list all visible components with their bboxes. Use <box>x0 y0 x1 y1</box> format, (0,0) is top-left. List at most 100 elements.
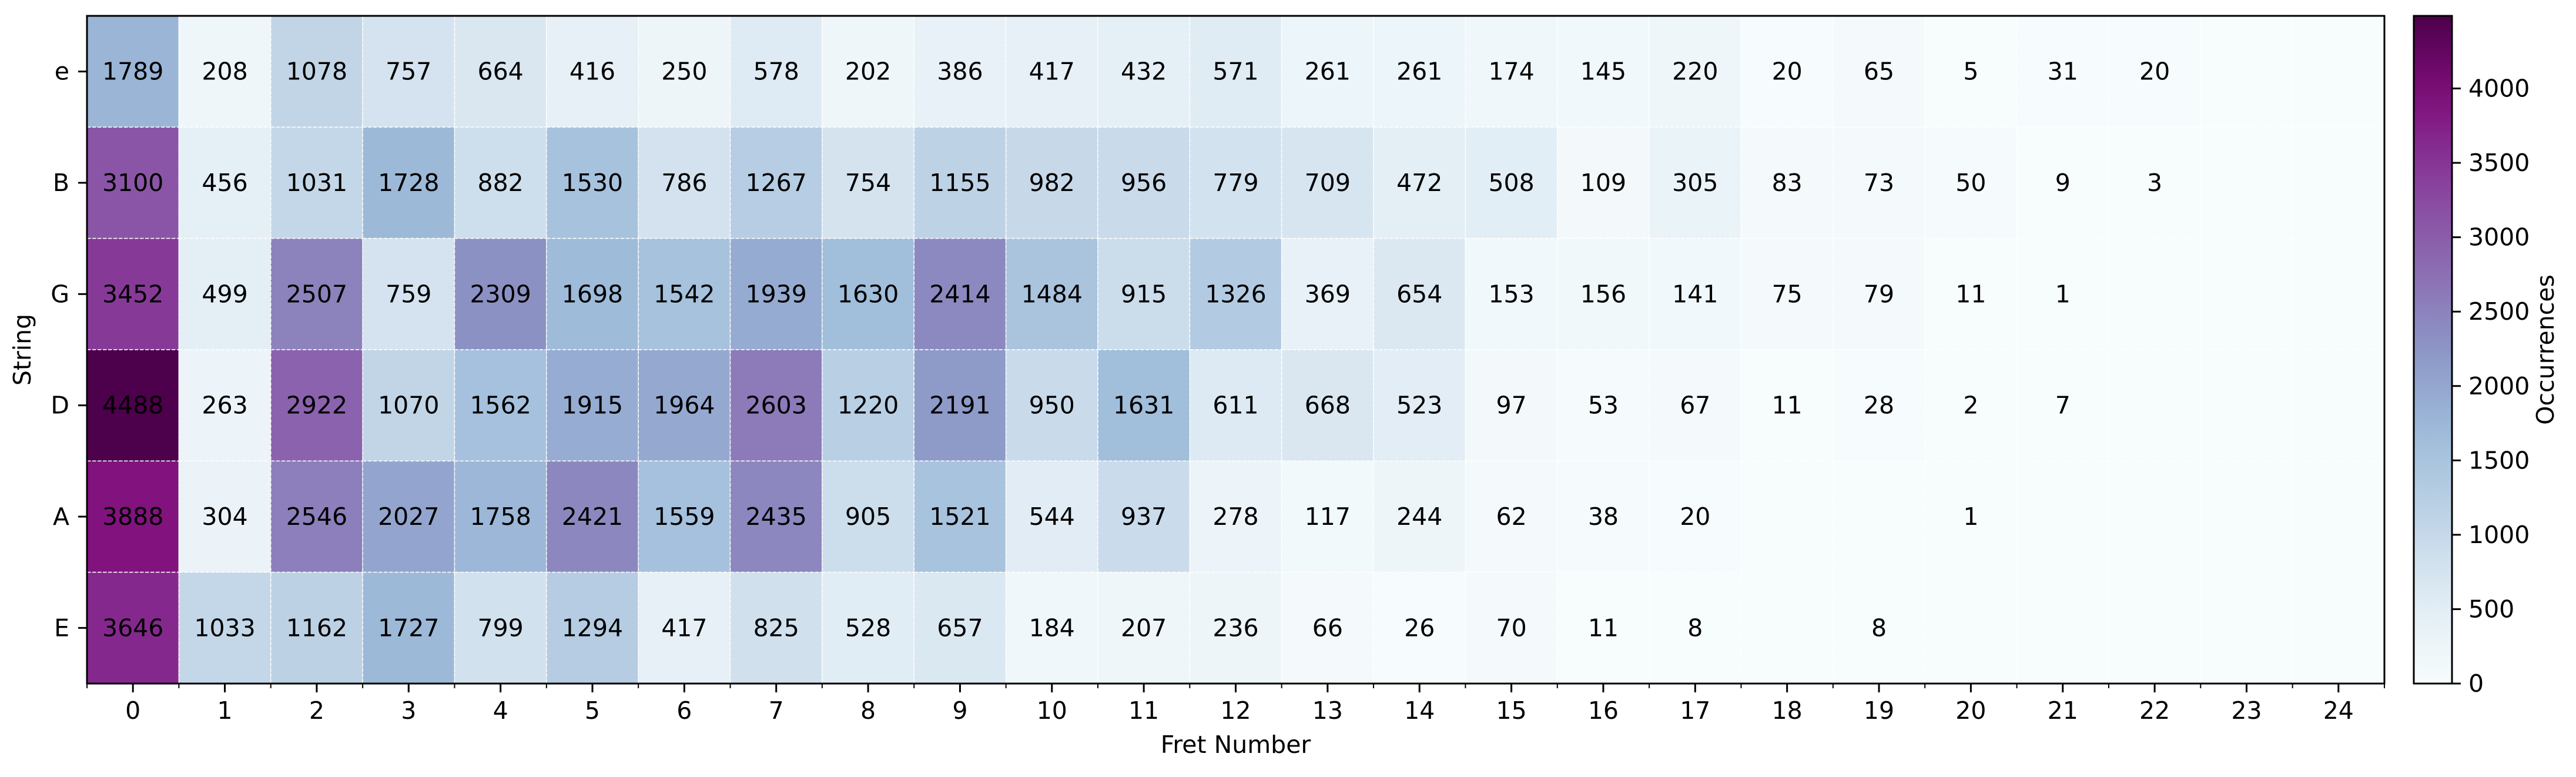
heatmap-cell <box>546 571 639 684</box>
heatmap-cell <box>270 460 363 573</box>
cell-value-label: 184 <box>1029 614 1075 642</box>
heatmap-cell <box>178 126 272 239</box>
x-tick-label: 23 <box>2231 696 2262 725</box>
heatmap-cell <box>1465 571 1558 684</box>
cell-value-label: 1698 <box>562 280 623 308</box>
cell-value-label: 117 <box>1305 503 1351 531</box>
colorbar-tick-label: 2500 <box>2468 297 2530 326</box>
heatmap-cell <box>1005 349 1098 462</box>
heatmap-cell <box>270 126 363 239</box>
heatmap-cell <box>1833 237 1925 350</box>
cell-value-label: 83 <box>1772 169 1803 197</box>
cell-value-label: 1727 <box>378 614 439 642</box>
cell-value-label: 523 <box>1396 391 1442 420</box>
heatmap-cell <box>1189 237 1282 350</box>
heatmap-cell <box>638 126 731 239</box>
cell-value-label: 3888 <box>102 503 163 531</box>
heatmap-cell <box>1097 571 1191 684</box>
heatmap-cell <box>2200 460 2293 573</box>
y-tick-label: A <box>53 503 69 531</box>
heatmap-cell <box>913 349 1007 462</box>
x-tick-label: 19 <box>1864 696 1894 725</box>
cell-value-label: 1484 <box>1021 280 1083 308</box>
cell-value-label: 2309 <box>470 280 531 308</box>
cell-value-label: 8 <box>1687 614 1703 642</box>
cell-value-label: 882 <box>477 169 523 197</box>
y-tick-label: D <box>51 391 69 420</box>
cell-value-label: 417 <box>1029 58 1075 86</box>
cell-value-label: 2421 <box>562 503 623 531</box>
cell-value-label: 937 <box>1121 503 1167 531</box>
cell-value-label: 5 <box>1963 58 1978 86</box>
heatmap-cell <box>546 126 639 239</box>
heatmap-cell <box>546 349 639 462</box>
cell-value-label: 528 <box>845 614 891 642</box>
heatmap-cell <box>1097 126 1191 239</box>
cell-value-label: 261 <box>1305 58 1351 86</box>
x-tick-label: 16 <box>1588 696 1619 725</box>
heatmap-cell <box>2292 126 2385 239</box>
cell-value-label: 2191 <box>929 391 990 420</box>
heatmap-cell <box>1005 237 1098 350</box>
heatmap-cell <box>454 460 547 573</box>
heatmap-cell <box>2200 126 2293 239</box>
x-tick-label: 11 <box>1128 696 1159 725</box>
cell-value-label: 305 <box>1672 169 1718 197</box>
heatmap-cell <box>1649 571 1742 684</box>
heatmap-cell <box>1373 460 1466 573</box>
cell-value-label: 9 <box>2055 169 2071 197</box>
heatmap-cell <box>1465 15 1558 128</box>
x-axis: 0 1 2 3 4 5 6 7 8 9 10 11 12 13 14 15 16 17 18 19 20 21 22 23 24 <box>86 684 2385 725</box>
cell-value-label: 1559 <box>654 503 715 531</box>
heatmap-cell <box>822 237 915 350</box>
cell-value-label: 456 <box>202 169 247 197</box>
cell-value-label: 50 <box>1955 169 1986 197</box>
cell-value-label: 1562 <box>470 391 531 420</box>
heatmap-cell <box>362 571 455 684</box>
colorbar-tick-label: 1500 <box>2468 446 2530 474</box>
heatmap-cell <box>454 349 547 462</box>
heatmap-cell <box>822 460 915 573</box>
cell-value-label: 905 <box>845 503 891 531</box>
x-tick-label: 4 <box>493 696 508 725</box>
cell-value-label: 416 <box>570 58 615 86</box>
heatmap-cell <box>2016 237 2109 350</box>
heatmap-cell <box>1740 460 1834 573</box>
x-tick-label: 13 <box>1312 696 1343 725</box>
colorbar-tick-label: 2000 <box>2468 372 2530 400</box>
heatmap-cell <box>729 349 823 462</box>
y-axis: e B G D A E <box>51 58 87 642</box>
heatmap-cell <box>1373 15 1466 128</box>
heatmap-cell <box>2292 237 2385 350</box>
heatmap-cell <box>822 126 915 239</box>
x-tick-label: 20 <box>1955 696 1986 725</box>
colorbar-tick-label: 500 <box>2468 595 2514 623</box>
x-axis-label: Fret Number <box>1161 731 1311 759</box>
heatmap-cell <box>2016 571 2109 684</box>
cell-value-label: 786 <box>661 169 707 197</box>
cell-value-label: 20 <box>2139 58 2170 86</box>
cell-value-label: 779 <box>1212 169 1258 197</box>
cell-value-label: 571 <box>1212 58 1258 86</box>
cell-value-label: 28 <box>1864 391 1894 420</box>
colorbar-tick-label: 3000 <box>2468 223 2530 252</box>
heatmap-cell <box>178 349 272 462</box>
heatmap-cell <box>454 126 547 239</box>
heatmap-cell <box>86 460 180 573</box>
heatmap-cell <box>1189 126 1282 239</box>
cell-value-label: 75 <box>1772 280 1803 308</box>
heatmap-cell <box>1649 460 1742 573</box>
heatmap-cell <box>362 15 455 128</box>
x-tick-label: 8 <box>860 696 876 725</box>
heatmap-cell <box>546 460 639 573</box>
cell-value-label: 153 <box>1488 280 1534 308</box>
heatmap-cell <box>1281 460 1374 573</box>
cell-value-label: 1631 <box>1113 391 1174 420</box>
cell-value-label: 11 <box>1772 391 1803 420</box>
x-tick-label: 7 <box>769 696 784 725</box>
cell-value-label: 263 <box>202 391 247 420</box>
x-tick-label: 9 <box>952 696 967 725</box>
heatmap-cell <box>1373 571 1466 684</box>
heatmap-cell <box>1833 460 1925 573</box>
heatmap-cell <box>1924 460 2018 573</box>
